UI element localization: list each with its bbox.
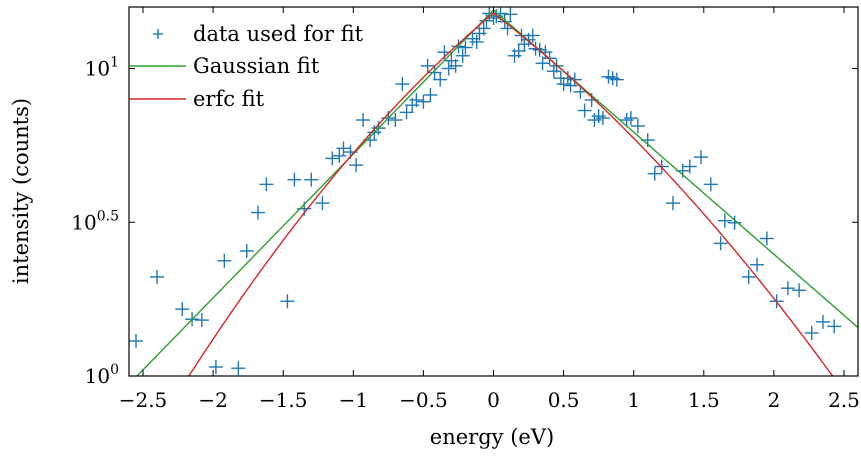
- data-point: [420, 58, 435, 73]
- data-point: [759, 231, 774, 246]
- x-tick-label: 1: [627, 388, 640, 412]
- data-point: [388, 113, 403, 128]
- legend-label: Gaussian fit: [193, 54, 320, 78]
- legend: data used for fit Gaussian fit erfc fit: [129, 22, 364, 111]
- x-tick-label: −2: [198, 388, 227, 412]
- data-point: [741, 269, 756, 284]
- legend-marker-data: [153, 29, 163, 39]
- data-point: [304, 172, 319, 187]
- x-tick-label: 1.5: [688, 388, 720, 412]
- data-point: [427, 65, 442, 80]
- x-tick-label: −2.5: [119, 388, 168, 412]
- data-point: [827, 319, 842, 334]
- y-tick-label: 100.5: [71, 208, 119, 234]
- data-point: [287, 172, 302, 187]
- data-point: [399, 105, 414, 120]
- data-point: [476, 21, 491, 36]
- data-point: [458, 40, 473, 55]
- erfc-fit-line: [188, 12, 834, 376]
- data-point: [630, 119, 645, 134]
- data-point: [647, 166, 662, 181]
- data-point: [208, 359, 223, 374]
- data-point: [217, 253, 232, 268]
- data-point: [433, 72, 448, 87]
- data-point: [129, 333, 144, 348]
- data-point: [356, 113, 371, 128]
- data-point: [609, 72, 624, 87]
- data-point: [595, 111, 610, 126]
- data-point: [423, 88, 438, 103]
- x-axis-label: energy (eV): [430, 425, 554, 449]
- data-point: [665, 196, 680, 211]
- y-axis-label: intensity (counts): [9, 98, 33, 284]
- data-point: [623, 111, 638, 126]
- data-point: [535, 56, 550, 71]
- data-point: [703, 177, 718, 192]
- data-point: [336, 141, 351, 156]
- data-point: [194, 313, 209, 328]
- data-point: [349, 158, 364, 173]
- data-point: [395, 77, 410, 92]
- x-tick-label: 2: [768, 388, 781, 412]
- data-point: [150, 269, 165, 284]
- data-point: [511, 44, 526, 59]
- data-point: [682, 159, 697, 174]
- data-point: [332, 148, 347, 163]
- data-point: [815, 314, 830, 329]
- data-point: [315, 196, 330, 211]
- data-point: [750, 257, 765, 272]
- y-tick-label: 101: [85, 55, 119, 81]
- data-point: [239, 243, 254, 258]
- data-point: [416, 94, 431, 109]
- data-point: [250, 205, 265, 220]
- data-point: [727, 215, 742, 230]
- x-tick-label: 0: [487, 388, 500, 412]
- data-point: [448, 58, 463, 73]
- x-tick-label: −1.5: [259, 388, 308, 412]
- data-point: [175, 302, 190, 317]
- data-point: [503, 7, 518, 22]
- legend-label: data used for fit: [193, 22, 364, 46]
- data-point: [804, 325, 819, 340]
- y-tick-label: 100: [85, 362, 119, 388]
- x-tick-label: 2.5: [828, 388, 860, 412]
- data-point: [713, 236, 728, 251]
- data-point: [455, 48, 470, 63]
- data-point: [259, 177, 274, 192]
- x-tick-label: −0.5: [399, 388, 448, 412]
- data-point: [717, 213, 732, 228]
- data-point: [441, 61, 456, 76]
- data-point: [567, 72, 582, 87]
- data-point: [693, 150, 708, 165]
- data-point: [469, 34, 484, 49]
- data-point: [409, 92, 424, 107]
- data-point: [325, 151, 340, 166]
- x-tick-label: −1: [339, 388, 368, 412]
- axis-ticks: −2.5 −2 −1.5 −1 −0.5 0 0.5 1 1.5 2 2.5 100 100.5 101: [71, 7, 860, 412]
- data-point: [792, 283, 807, 298]
- legend-label: erfc fit: [193, 87, 265, 111]
- data-point: [231, 361, 246, 376]
- data-point: [577, 103, 592, 118]
- data-point: [479, 13, 494, 28]
- x-tick-label: 0.5: [548, 388, 580, 412]
- data-point: [780, 281, 795, 296]
- data-point: [280, 294, 295, 309]
- data-point: [525, 28, 540, 43]
